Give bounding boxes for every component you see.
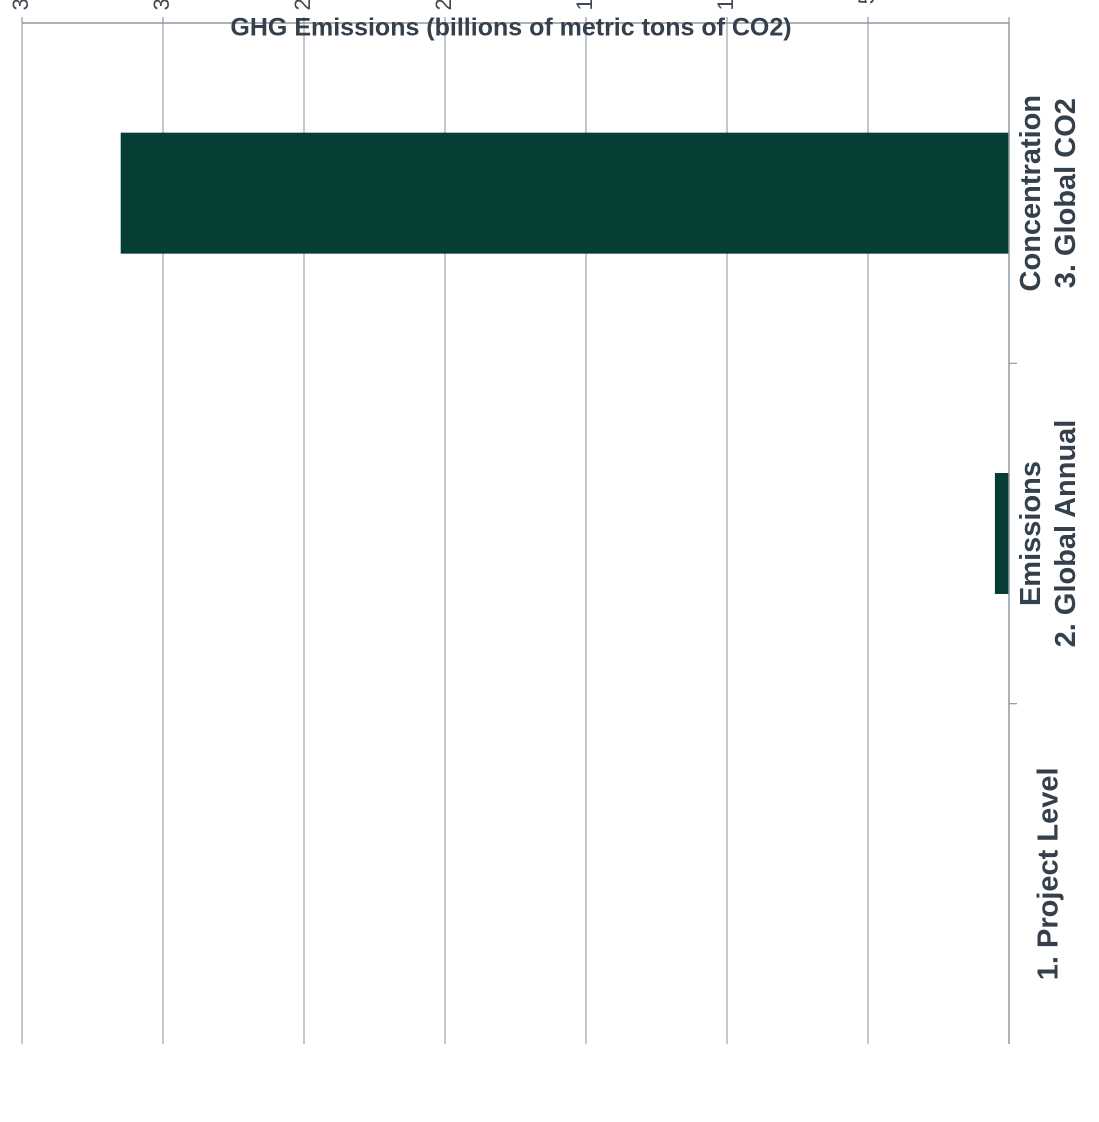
bar-2 [994,473,1009,594]
category-label-2-line-1: 2. Global Annual [1050,420,1082,648]
value-tick-label-500: 500 [854,0,879,4]
value-tick-label-1000: 1000 [713,0,738,10]
value-tick-label-3500: 3500 [8,0,33,10]
category-label-3-line-2: Concentration [1015,95,1047,292]
value-tick-label-3000: 3000 [149,0,174,10]
value-tick-label-1500: 1500 [572,0,597,10]
value-axis-title: GHG Emissions (billions of metric tons o… [230,14,791,42]
category-labels: 1. Project Level 2. Global AnnualEmission… [1015,95,1082,980]
value-tick-labels: 0500100015002000250030003500 [8,0,879,10]
value-gridlines [21,23,869,1044]
value-tick-label-2500: 2500 [290,0,315,10]
category-label-1: 1. Project Level [1033,767,1065,980]
category-label-3-line-1: 3. Global CO2 [1050,98,1082,288]
category-label-2-line-2: Emissions [1015,461,1047,606]
axes [21,17,1017,1044]
bar-3 [120,132,1009,254]
value-tick-label-2000: 2000 [431,0,456,10]
bars [120,132,1009,594]
